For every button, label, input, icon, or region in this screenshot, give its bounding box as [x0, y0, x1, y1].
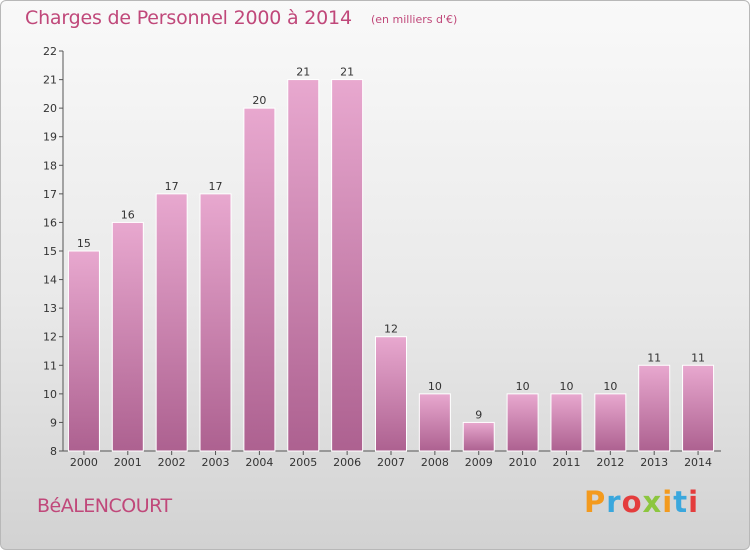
bar-2006: [331, 79, 364, 452]
value-label-2006: 21: [340, 66, 354, 79]
value-label-2011: 10: [559, 380, 573, 393]
y-tick-label: 22: [43, 45, 57, 58]
y-tick-label: 15: [43, 245, 57, 258]
value-label-2008: 10: [428, 380, 442, 393]
bar-2003: [199, 193, 232, 452]
x-tick-label-2013: 2013: [640, 456, 668, 469]
value-label-2004: 20: [252, 94, 266, 107]
value-label-2014: 11: [691, 351, 705, 364]
x-tick-label-2007: 2007: [377, 456, 405, 469]
bar-2014: [682, 364, 715, 452]
x-tick-label-2008: 2008: [421, 456, 449, 469]
value-label-2012: 10: [603, 380, 617, 393]
bar-2002: [155, 193, 188, 452]
x-tick-label-2009: 2009: [465, 456, 493, 469]
brand-letter: o: [621, 485, 643, 519]
brand-letter: r: [606, 485, 622, 519]
brand-letter: x: [642, 485, 663, 519]
brand-letter: i: [662, 485, 674, 519]
value-label-2013: 11: [647, 351, 661, 364]
y-tick-label: 12: [43, 331, 57, 344]
y-tick-label: 8: [50, 445, 57, 458]
value-label-2001: 16: [121, 208, 135, 221]
y-tick-label: 20: [43, 102, 57, 115]
x-tick-label-2014: 2014: [684, 456, 712, 469]
value-label-2010: 10: [516, 380, 530, 393]
y-tick-label: 17: [43, 188, 57, 201]
y-tick-label: 10: [43, 388, 57, 401]
y-tick-label: 16: [43, 216, 57, 229]
bar-2000: [67, 250, 100, 452]
bar-2010: [506, 393, 539, 452]
y-tick-label: 21: [43, 74, 57, 87]
x-tick-label-2006: 2006: [333, 456, 361, 469]
value-label-2003: 17: [209, 180, 223, 193]
x-tick-label-2002: 2002: [158, 456, 186, 469]
y-tick-label: 13: [43, 302, 57, 315]
chart-subtitle: (en milliers d'€): [371, 13, 458, 26]
bar-2005: [287, 79, 320, 452]
chart-title: Charges de Personnel 2000 à 2014: [25, 7, 352, 29]
y-tick-label: 11: [43, 359, 57, 372]
bar-2004: [243, 107, 276, 452]
bar-2013: [638, 364, 671, 452]
x-tick-label-2010: 2010: [509, 456, 537, 469]
value-label-2002: 17: [165, 180, 179, 193]
commune-name: BéALENCOURT: [37, 495, 172, 517]
value-label-2007: 12: [384, 323, 398, 336]
brand-letter: i: [688, 485, 700, 519]
bar-2001: [111, 221, 144, 452]
proxiti-logo[interactable]: Proxiti: [584, 485, 699, 519]
bar-2011: [550, 393, 583, 452]
x-tick-label-2000: 2000: [70, 456, 98, 469]
x-tick-label-2003: 2003: [202, 456, 230, 469]
bar-2009: [462, 421, 495, 452]
x-tick-label-2001: 2001: [114, 456, 142, 469]
bar-2007: [375, 336, 407, 452]
value-label-2009: 9: [475, 408, 482, 421]
y-tick-label: 9: [50, 416, 57, 429]
x-tick-label-2004: 2004: [245, 456, 273, 469]
y-tick-label: 18: [43, 159, 57, 172]
value-label-2005: 21: [296, 66, 310, 79]
brand-letter: t: [673, 485, 689, 519]
bar-2008: [418, 393, 451, 452]
y-tick-label: 14: [43, 274, 57, 287]
bar-2012: [594, 393, 627, 452]
brand-letter: P: [584, 485, 607, 519]
x-tick-label-2005: 2005: [289, 456, 317, 469]
x-tick-label-2011: 2011: [552, 456, 580, 469]
value-label-2000: 15: [77, 237, 91, 250]
y-tick-label: 19: [43, 131, 57, 144]
x-tick-label-2012: 2012: [596, 456, 624, 469]
